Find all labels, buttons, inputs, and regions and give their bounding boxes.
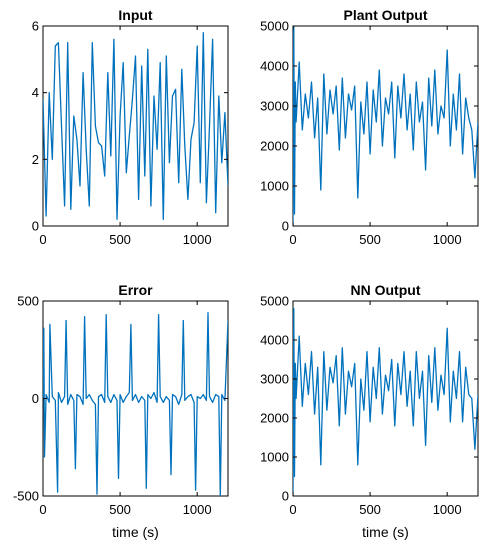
error-title: Error: [118, 282, 153, 298]
nn-output-ytick-label: 4000: [260, 333, 289, 348]
nn-output-xtick-label: 1000: [433, 502, 462, 517]
input-xtick-label: 500: [109, 232, 131, 247]
nn-output-ytick-label: 1000: [260, 450, 289, 465]
plant-output-ytick-label: 4000: [260, 59, 289, 74]
nn-output-title: NN Output: [351, 282, 421, 298]
input-panel: Input 0 500 1000 0 2 4 6: [32, 7, 229, 247]
plant-output-panel: Plant Output 0 500 1000 0 1000 2000 3000 4000 50…: [260, 7, 479, 247]
input-xtick-label: 1000: [183, 232, 212, 247]
nn-output-ytick-label: 3000: [260, 372, 289, 387]
plant-output-ytick-label: 3000: [260, 99, 289, 114]
input-ytick-label: 2: [32, 152, 39, 167]
nn-output-axes-frame: [292, 300, 479, 497]
plant-output-xtick-label: 0: [289, 232, 296, 247]
error-xtick-label: 1000: [183, 502, 212, 517]
nn-output-xtick-label: 500: [359, 502, 381, 517]
input-ytick-label: 6: [32, 19, 39, 34]
plant-output-series-line: [293, 26, 478, 226]
error-ytick-label: -500: [13, 489, 39, 504]
plant-output-xtick-label: 1000: [433, 232, 462, 247]
plant-output-ytick-label: 0: [282, 219, 289, 234]
input-xtick-label: 0: [39, 232, 46, 247]
nn-output-series-line: [293, 308, 478, 496]
error-series-line: [43, 312, 228, 496]
error-ytick-label: 500: [17, 294, 39, 309]
input-ytick-label: 0: [32, 219, 39, 234]
error-xtick-label: 0: [39, 502, 46, 517]
error-xtick-label: 500: [109, 502, 131, 517]
plant-output-ytick-label: 2000: [260, 139, 289, 154]
error-ytick-label: 0: [32, 391, 39, 406]
input-ytick-label: 4: [32, 85, 39, 100]
nn-output-panel: NN Output time (s) 0 500 1000 0 1000 2000 3000…: [260, 282, 479, 540]
plant-output-title: Plant Output: [344, 7, 428, 23]
plant-output-ytick-label: 1000: [260, 179, 289, 194]
plant-output-ytick-label: 5000: [260, 19, 289, 34]
error-xlabel: time (s): [112, 524, 159, 540]
input-series-line: [43, 32, 228, 220]
nn-output-ytick-label: 5000: [260, 294, 289, 309]
nn-output-ytick-label: 0: [282, 489, 289, 504]
nn-output-xlabel: time (s): [362, 524, 409, 540]
plant-output-xtick-label: 500: [359, 232, 381, 247]
nn-output-xtick-label: 0: [289, 502, 296, 517]
nn-output-ytick-label: 2000: [260, 411, 289, 426]
input-title: Input: [118, 7, 153, 23]
